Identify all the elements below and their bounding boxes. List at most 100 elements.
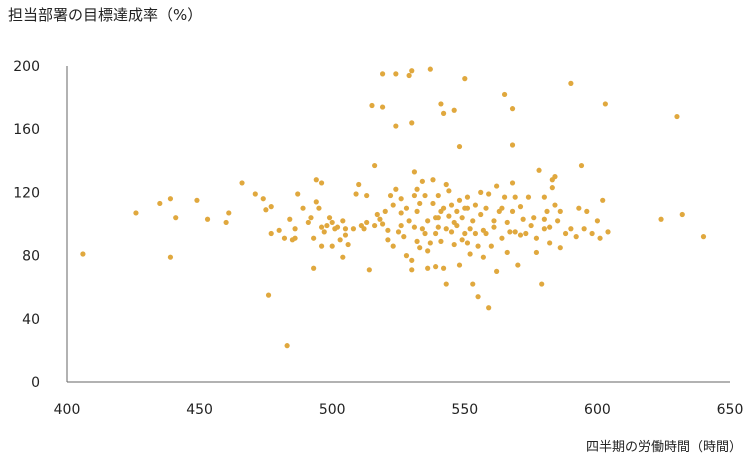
data-point	[568, 226, 574, 232]
data-point	[462, 76, 468, 82]
data-point	[422, 230, 428, 237]
data-point	[475, 243, 481, 249]
data-point	[226, 210, 232, 216]
data-point	[239, 180, 245, 186]
data-point	[440, 110, 447, 116]
data-point	[411, 192, 418, 199]
data-point	[597, 235, 603, 241]
y-tick-label: 40	[22, 312, 40, 328]
data-point	[252, 191, 258, 197]
data-point	[133, 210, 139, 216]
data-point	[557, 245, 563, 251]
data-point	[504, 219, 510, 226]
data-point	[549, 185, 555, 191]
data-point	[541, 226, 547, 232]
data-point	[223, 219, 229, 226]
data-point	[438, 101, 444, 107]
y-axis-title: 担当部署の目標達成率（%）	[8, 6, 203, 24]
data-point	[390, 243, 396, 249]
data-point	[456, 197, 463, 203]
data-point	[422, 192, 428, 199]
data-point	[544, 208, 550, 214]
data-point	[446, 188, 452, 194]
data-point	[573, 234, 579, 240]
data-point	[467, 226, 473, 232]
data-point	[406, 218, 412, 224]
data-point	[263, 207, 269, 213]
data-point	[470, 218, 476, 224]
x-tick-label: 550	[451, 402, 478, 418]
data-point	[419, 226, 425, 232]
data-point	[401, 234, 407, 240]
data-point	[480, 254, 486, 260]
data-point	[483, 230, 489, 237]
data-point	[318, 180, 325, 186]
data-point	[456, 143, 463, 150]
data-point	[478, 211, 484, 218]
data-point	[462, 230, 468, 237]
data-point	[377, 216, 383, 222]
data-point	[443, 181, 449, 188]
data-point	[430, 200, 436, 207]
data-point	[446, 213, 452, 219]
data-point	[379, 104, 386, 110]
data-point	[584, 208, 590, 214]
data-point	[438, 238, 444, 244]
data-point	[300, 205, 306, 211]
data-point	[539, 281, 545, 287]
data-point	[372, 162, 378, 169]
data-point	[451, 107, 457, 113]
data-point	[268, 204, 274, 210]
data-point	[533, 249, 540, 256]
data-point	[464, 194, 471, 200]
data-point	[414, 186, 420, 192]
data-point	[409, 267, 415, 273]
data-point	[562, 230, 569, 237]
data-point	[501, 194, 508, 200]
data-point	[491, 218, 497, 224]
data-point	[533, 235, 540, 241]
data-point	[361, 226, 367, 232]
data-point	[425, 265, 431, 271]
data-point	[499, 205, 505, 211]
data-point	[494, 183, 500, 189]
data-point	[512, 229, 518, 235]
data-point	[443, 226, 449, 232]
data-point	[284, 343, 290, 349]
data-point	[464, 205, 471, 211]
data-point	[295, 191, 301, 197]
data-point	[305, 219, 311, 226]
data-point	[406, 72, 412, 79]
x-tick-label: 500	[319, 402, 346, 418]
data-point	[523, 230, 529, 237]
data-point	[350, 226, 357, 232]
y-tick-label: 120	[13, 185, 40, 201]
y-tick-label: 160	[13, 122, 40, 138]
data-point	[486, 191, 492, 197]
data-point	[507, 229, 513, 235]
data-point	[576, 205, 582, 211]
data-point	[547, 240, 553, 246]
data-point	[374, 211, 380, 218]
data-point	[414, 238, 420, 244]
data-point	[467, 251, 473, 257]
y-tick-label: 0	[31, 375, 40, 391]
data-point	[427, 240, 433, 246]
y-tick-label: 200	[13, 59, 40, 75]
data-point	[414, 208, 420, 214]
data-point	[356, 181, 362, 188]
x-tick-label: 450	[186, 402, 213, 418]
data-point	[541, 216, 547, 222]
data-point	[509, 180, 516, 186]
data-point	[364, 219, 370, 226]
data-point	[528, 222, 534, 229]
data-point	[276, 227, 282, 233]
data-point	[329, 219, 335, 226]
data-point	[340, 218, 346, 224]
x-tick-label: 600	[584, 402, 611, 418]
data-point	[433, 230, 439, 237]
data-point	[369, 102, 375, 109]
data-point	[393, 186, 399, 192]
data-point	[448, 202, 455, 208]
